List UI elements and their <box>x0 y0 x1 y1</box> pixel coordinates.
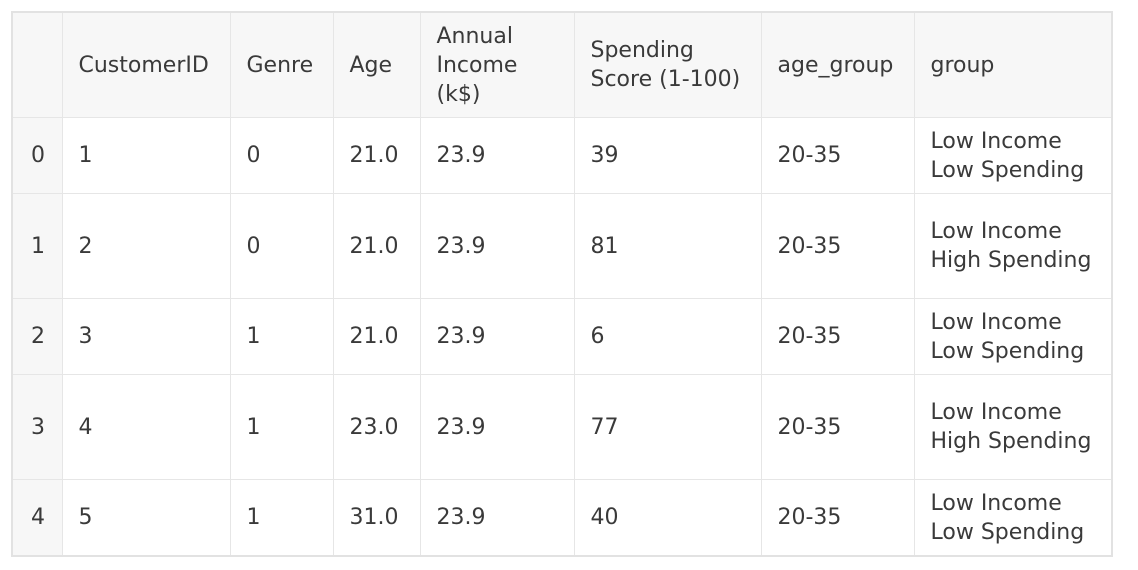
cell-age-group: 20-35 <box>760 479 915 557</box>
cell-group: Low Income Low Spending <box>913 298 1113 375</box>
cell-group: Low Income Low Spending <box>913 117 1113 194</box>
header-row: CustomerID Genre Age Annual Income (k$) … <box>11 11 1113 118</box>
row-index: 0 <box>11 117 63 194</box>
cell-genre: 0 <box>229 193 334 299</box>
cell-group: Low Income High Spending <box>913 193 1113 299</box>
cell-group: Low Income High Spending <box>913 374 1113 480</box>
cell-spending-score: 40 <box>573 479 762 557</box>
cell-spending-score: 6 <box>573 298 762 375</box>
cell-customer-id: 1 <box>61 117 231 194</box>
row-index: 4 <box>11 479 63 557</box>
dataframe-output: CustomerID Genre Age Annual Income (k$) … <box>11 11 1113 557</box>
cell-age-group: 20-35 <box>760 193 915 299</box>
header-age: Age <box>332 11 421 118</box>
cell-group: Low Income Low Spending <box>913 479 1113 557</box>
cell-genre: 1 <box>229 298 334 375</box>
table-row: 2 3 1 21.0 23.9 6 20-35 Low Income Low S… <box>11 298 1113 375</box>
table-row: 0 1 0 21.0 23.9 39 20-35 Low Income Low … <box>11 117 1113 194</box>
cell-age: 21.0 <box>332 193 421 299</box>
cell-customer-id: 5 <box>61 479 231 557</box>
header-spending-score: Spending Score (1-100) <box>573 11 762 118</box>
header-genre: Genre <box>229 11 334 118</box>
cell-age: 23.0 <box>332 374 421 480</box>
table-row: 4 5 1 31.0 23.9 40 20-35 Low Income Low … <box>11 479 1113 557</box>
cell-spending-score: 81 <box>573 193 762 299</box>
cell-age-group: 20-35 <box>760 298 915 375</box>
cell-customer-id: 4 <box>61 374 231 480</box>
cell-annual-income: 23.9 <box>419 117 575 194</box>
cell-customer-id: 2 <box>61 193 231 299</box>
row-index: 1 <box>11 193 63 299</box>
cell-spending-score: 39 <box>573 117 762 194</box>
cell-age: 21.0 <box>332 117 421 194</box>
cell-annual-income: 23.9 <box>419 374 575 480</box>
header-group: group <box>913 11 1113 118</box>
header-age-group: age_group <box>760 11 915 118</box>
cell-genre: 1 <box>229 374 334 480</box>
cell-age-group: 20-35 <box>760 117 915 194</box>
cell-spending-score: 77 <box>573 374 762 480</box>
cell-genre: 0 <box>229 117 334 194</box>
dataframe-table: CustomerID Genre Age Annual Income (k$) … <box>11 11 1113 557</box>
cell-age: 31.0 <box>332 479 421 557</box>
cell-annual-income: 23.9 <box>419 479 575 557</box>
header-index <box>11 11 63 118</box>
cell-genre: 1 <box>229 479 334 557</box>
table-row: 1 2 0 21.0 23.9 81 20-35 Low Income High… <box>11 193 1113 299</box>
cell-annual-income: 23.9 <box>419 193 575 299</box>
cell-annual-income: 23.9 <box>419 298 575 375</box>
row-index: 2 <box>11 298 63 375</box>
cell-age: 21.0 <box>332 298 421 375</box>
cell-age-group: 20-35 <box>760 374 915 480</box>
row-index: 3 <box>11 374 63 480</box>
header-customer-id: CustomerID <box>61 11 231 118</box>
table-row: 3 4 1 23.0 23.9 77 20-35 Low Income High… <box>11 374 1113 480</box>
header-annual-income: Annual Income (k$) <box>419 11 575 118</box>
cell-customer-id: 3 <box>61 298 231 375</box>
